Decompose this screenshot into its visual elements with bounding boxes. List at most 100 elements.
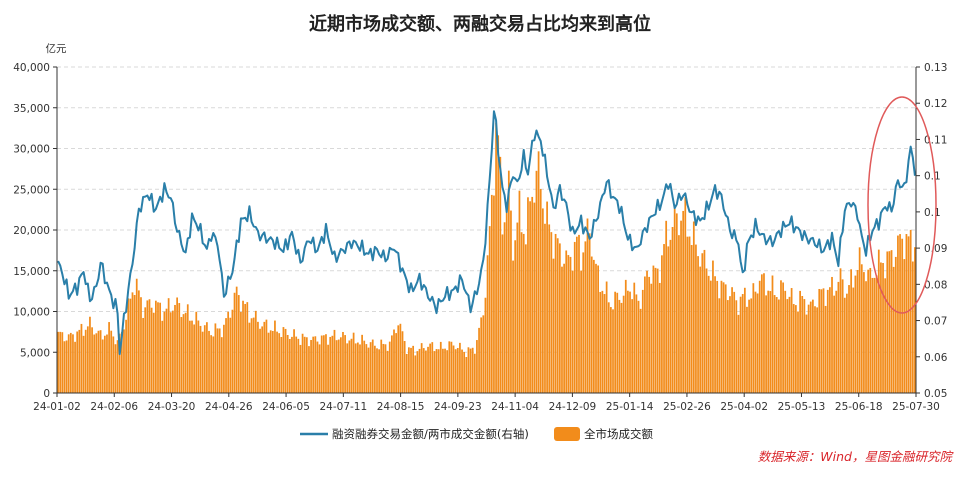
bar <box>497 135 500 393</box>
bar <box>884 278 887 393</box>
bar <box>588 233 591 393</box>
bar <box>344 335 346 393</box>
bar <box>520 232 523 393</box>
bar <box>165 308 168 393</box>
bar <box>637 300 640 393</box>
bar <box>510 210 512 393</box>
right-tick-label: 0.06 <box>924 352 948 364</box>
bar <box>393 329 395 393</box>
bar <box>146 300 149 393</box>
bar <box>301 333 304 393</box>
bar <box>758 280 761 393</box>
bar <box>737 314 740 393</box>
bar <box>705 268 708 393</box>
bar <box>120 331 123 393</box>
bar <box>550 232 553 393</box>
bar <box>707 275 710 393</box>
x-tick-label: 25-01-14 <box>606 401 654 413</box>
bar <box>69 332 72 393</box>
right-tick-label: 0.07 <box>924 316 947 328</box>
bar <box>667 246 670 393</box>
bar <box>303 336 306 393</box>
bar <box>795 305 797 393</box>
left-tick-label: 25,000 <box>13 184 50 196</box>
bar <box>371 339 374 393</box>
bar <box>476 340 478 393</box>
bar <box>816 307 818 393</box>
bar <box>174 304 176 393</box>
bar <box>456 348 459 393</box>
bar <box>760 274 763 393</box>
bar <box>471 347 474 393</box>
bar <box>348 340 351 393</box>
bar <box>841 279 844 393</box>
bar <box>410 347 412 393</box>
bar <box>450 341 453 393</box>
bar <box>480 317 483 393</box>
grid-lines <box>57 66 916 353</box>
right-tick-label: 0.12 <box>924 98 947 110</box>
bar <box>282 327 285 393</box>
bar <box>690 245 693 393</box>
bar <box>235 286 238 393</box>
bar <box>712 260 714 393</box>
bar <box>399 323 402 393</box>
bar <box>724 284 727 393</box>
bar <box>233 292 236 393</box>
bar <box>459 342 461 393</box>
left-axis-ticks: 0 5,000 10,000 15,000 20,000 25,000 30,000 35,0… <box>13 62 57 400</box>
bar <box>597 265 599 393</box>
bar <box>359 344 361 393</box>
left-axis-unit: 亿元 <box>46 42 67 55</box>
bar <box>911 261 914 393</box>
bar <box>339 337 342 393</box>
bar <box>818 288 821 393</box>
bar <box>237 295 240 393</box>
bar <box>748 299 750 393</box>
bar <box>548 224 551 393</box>
bar <box>259 328 261 393</box>
bar <box>522 233 525 393</box>
bar <box>501 234 504 393</box>
bar <box>907 236 910 393</box>
bar <box>269 330 272 393</box>
bar <box>172 310 174 393</box>
bar <box>603 294 606 393</box>
bar <box>701 253 704 393</box>
bar <box>354 343 357 393</box>
bar <box>784 290 787 393</box>
bar <box>914 247 916 393</box>
bar <box>125 319 127 393</box>
bar <box>95 333 98 393</box>
bar <box>391 335 393 393</box>
bar <box>833 295 836 393</box>
bar <box>486 255 489 393</box>
bar <box>578 234 580 393</box>
bar <box>208 330 210 393</box>
bar <box>527 197 529 393</box>
bar <box>714 276 716 393</box>
bar <box>541 208 544 393</box>
bar <box>150 307 153 393</box>
bar <box>648 276 651 393</box>
legend-line-label: 融资融券交易金额/两市成交金额(右轴) <box>332 427 529 441</box>
bar <box>814 306 816 393</box>
bar <box>110 330 113 393</box>
bar <box>461 349 463 393</box>
bar <box>376 348 378 393</box>
bar <box>361 334 363 393</box>
bar <box>627 290 629 393</box>
bar <box>350 338 353 393</box>
bar <box>493 195 495 393</box>
bar <box>142 317 144 393</box>
bar <box>854 275 857 393</box>
bar <box>903 259 906 393</box>
bar <box>403 341 406 393</box>
x-tick-label: 25-05-13 <box>778 401 826 413</box>
bar <box>531 196 534 393</box>
bar <box>163 311 166 393</box>
bar <box>539 189 542 393</box>
bar <box>65 340 68 393</box>
bar <box>418 348 421 393</box>
bar <box>812 299 814 393</box>
